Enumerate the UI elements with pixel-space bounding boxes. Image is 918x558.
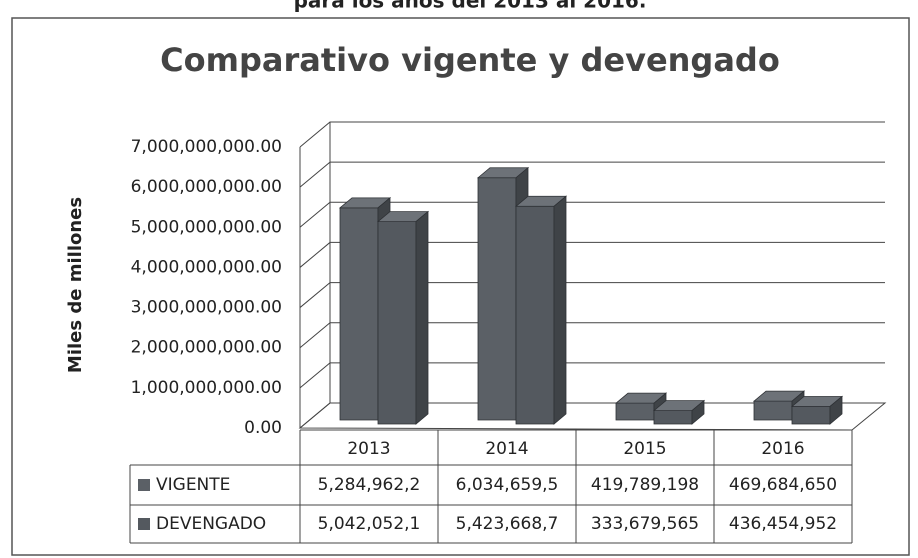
y-tick-label: 4,000,000,000.00 [131, 257, 282, 277]
x-tick-label: 2014 [485, 439, 528, 459]
bar [652, 399, 706, 425]
bar-face [615, 402, 655, 421]
bar-face [653, 410, 693, 425]
data-label: 5,423,668,7 [456, 514, 559, 534]
legend-swatch [138, 479, 150, 491]
data-label: 5,042,052,1 [318, 514, 421, 534]
bar [514, 195, 568, 425]
grid-line [299, 121, 885, 148]
y-tick-label: 1,000,000,000.00 [131, 378, 282, 398]
header-text: para los años del 2013 al 2016. [294, 0, 647, 13]
bar-face [753, 400, 793, 421]
y-tick-label: 5,000,000,000.00 [131, 217, 282, 237]
chart-title: Comparativo vigente y devengado [160, 41, 780, 79]
grid-line [299, 322, 885, 349]
data-label: 6,034,659,5 [456, 475, 559, 495]
chart-border [11, 17, 910, 556]
x-tick-label: 2013 [347, 439, 390, 459]
y-tick-label: 0.00 [244, 418, 282, 438]
bar-face [377, 221, 417, 425]
y-tick-label: 7,000,000,000.00 [131, 137, 282, 157]
data-label: 436,454,952 [729, 514, 837, 534]
data-label: 333,679,565 [591, 514, 699, 534]
bar-face [477, 177, 517, 421]
grid-line [299, 362, 885, 389]
bar-face [691, 399, 705, 425]
y-tick-label: 6,000,000,000.00 [131, 177, 282, 197]
y-tick-label: 2,000,000,000.00 [131, 338, 282, 358]
x-tick-label: 2015 [623, 439, 666, 459]
legend-label: VIGENTE [156, 475, 230, 495]
bar [790, 395, 844, 425]
bar-face [829, 395, 843, 425]
x-tick-label: 2016 [761, 439, 804, 459]
bar-face [415, 210, 429, 425]
bar-face [515, 205, 555, 425]
data-label: 469,684,650 [729, 475, 837, 495]
grid-line [299, 201, 885, 228]
bar-face [339, 207, 379, 421]
grid-line [299, 161, 885, 188]
legend-label: DEVENGADO [156, 514, 266, 534]
bar [376, 210, 430, 425]
bar-face [791, 406, 831, 425]
bar-face [553, 195, 567, 425]
y-axis-label: Miles de millones [65, 197, 86, 373]
data-label: 5,284,962,2 [318, 475, 421, 495]
legend-swatch [138, 518, 150, 530]
grid-line [299, 241, 885, 268]
grid-line [299, 282, 885, 308]
bar [752, 390, 806, 421]
y-tick-label: 3,000,000,000.00 [131, 298, 282, 318]
data-label: 419,789,198 [591, 475, 699, 495]
